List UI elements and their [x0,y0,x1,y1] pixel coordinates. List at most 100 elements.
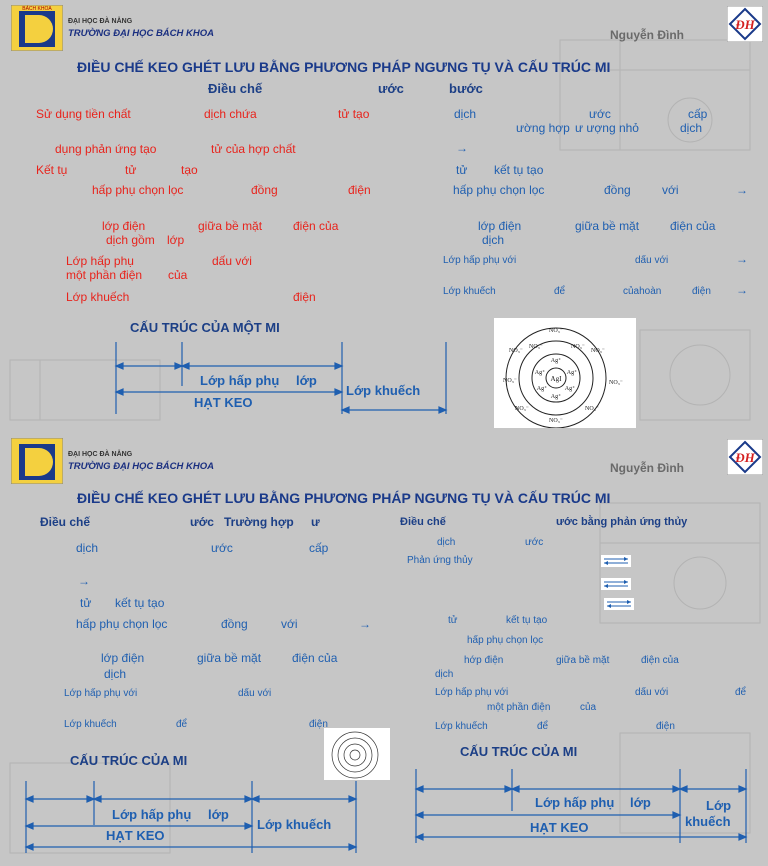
text-line: lớp [167,233,185,247]
svg-text:Ag⁺: Ag⁺ [535,369,546,376]
diffuse-layer-label: Lớp khuếch [346,383,421,398]
university-main-name: TRƯỜNG ĐẠI HỌC BÁCH KHOA [68,461,214,472]
adsorption-layer-label: Lớp hấp phụ [535,795,615,810]
structure-title: CẤU TRÚC CỦA MI [460,744,578,759]
text-line: ước [589,107,611,121]
text-line: Lớp khuếch [64,719,117,730]
text-line: của [168,268,188,282]
text-line: điện [692,286,711,297]
svg-text:NO₃⁻: NO₃⁻ [549,418,563,424]
text-line: điện của [292,651,338,665]
text-line: Lớp hấp phụ với [64,688,138,699]
background-blueprint [9,39,751,421]
colloid-particle-label: HẠT KEO [106,828,165,843]
text-line: giữa bề mặt [197,651,262,665]
text-line: với [281,617,298,631]
text-line: cấp [688,107,708,121]
text-line: dịch [680,121,703,135]
svg-text:NO₃⁻: NO₃⁻ [609,380,623,386]
text-line: dịch [454,107,477,121]
diffuse-layer-label: Lớp [706,798,732,813]
text-line: dịch [76,541,99,555]
text-line: tử tạo [338,107,370,121]
svg-text:AgI: AgI [551,375,563,383]
text-line: kết tụ tạo [494,163,544,177]
text-line: đồng [221,617,248,631]
slide-title: ĐIỀU CHẾ KEO GHÉT LƯU BẰNG PHƯƠNG PHÁP N… [77,59,611,75]
university-logo-icon: BÁCH KHOA [11,5,63,51]
text-line: đồng [251,183,278,197]
micelle-structure-diagram-left [24,769,748,853]
text-line: dịch [437,537,456,548]
text-line: giữa bề mặt [198,219,263,233]
arrow-icon: → [78,574,90,588]
svg-text:Ag⁺: Ag⁺ [567,369,578,376]
svg-text:NO₃⁻: NO₃⁻ [503,378,517,384]
text-line: hớp điện [464,655,504,666]
text-line: dịch [104,667,127,681]
text-line: để [735,687,747,698]
text-line: điện của [293,219,339,233]
text-line: dấu với [238,688,272,699]
text-line: tử [80,596,92,610]
subtitle-buoc: bước [449,81,483,96]
text-line: điện [656,721,675,732]
arrow-icon: → [736,252,748,266]
text-line: hấp phụ chọn lọc [76,617,168,631]
text-line: dịch gồm [106,233,155,247]
text-line: ước [211,541,233,555]
text-line: lớp điện [102,219,146,233]
text-line: tử [448,615,458,626]
text-line: tử [125,163,137,177]
svg-text:Ag⁺: Ag⁺ [537,385,548,392]
text-line: ường hợp [516,121,570,135]
text-line: tạo [181,163,198,177]
background-blueprint [9,502,761,854]
university-small-name: ĐẠI HỌC ĐÀ NẴNG [68,18,133,25]
svg-text:ĐH: ĐH [734,450,755,465]
text-line: Lớp hấp phụ [66,254,134,268]
text-line: với [662,183,679,197]
text-line: dịch [435,669,454,680]
layer-label: lớp [208,807,229,822]
text-line: dấu với [635,687,669,698]
svg-text:NO₃⁻: NO₃⁻ [529,344,543,350]
monogram-logo-icon: ĐH [727,439,763,475]
text-line: điện [309,719,328,730]
text-line: Lớp khuếch [435,721,488,732]
text-line: để [537,721,549,732]
svg-text:NO₃⁻: NO₃⁻ [549,328,563,334]
text-line: điện của [641,655,679,666]
text-line: Lớp hấp phụ với [443,255,517,266]
author-name: Nguyễn Đình [610,28,684,42]
text-line: để [176,719,188,730]
heading: Trường hợp [224,515,294,529]
svg-text:NO₃⁻: NO₃⁻ [591,348,605,354]
text-line: tử [456,163,468,177]
university-logo-icon [11,438,63,484]
equilibrium-arrows-icon [604,598,634,610]
text-line: hấp phụ chọn lọc [453,183,545,197]
micelle-figure [324,728,390,780]
text-line: lớp điện [101,651,145,665]
arrow-icon: → [456,141,468,155]
svg-text:BÁCH KHOA: BÁCH KHOA [22,5,52,12]
diffuse-layer-label: Lớp khuếch [257,817,332,832]
arrow-icon: → [736,283,748,297]
equilibrium-arrows-icon [601,578,631,590]
subtitle-dieu-che: Điều chế [208,81,263,96]
adsorption-layer-label: Lớp hấp phụ [200,373,280,388]
text-line: của [580,702,597,713]
text-line: Lớp hấp phụ với [435,687,509,698]
text-line: Kết tụ [36,163,68,177]
slide-1: BÁCH KHOA ĐẠI HỌC ĐÀ NẴNG TRƯỜNG ĐẠI HỌC… [9,5,763,428]
svg-text:Ag⁺: Ag⁺ [551,393,562,400]
text-line: cấp [309,541,329,555]
text-line: dụng phản ứng tạo [55,142,157,156]
text-line: dịch [482,233,505,247]
text-line: dấu với [635,255,669,266]
heading: Điều chế [40,515,91,529]
text-line: hấp phụ chọn lọc [92,183,184,197]
university-small-name: ĐẠI HỌC ĐÀ NẴNG [68,451,133,458]
colloid-particle-label: HẠT KEO [530,820,589,835]
